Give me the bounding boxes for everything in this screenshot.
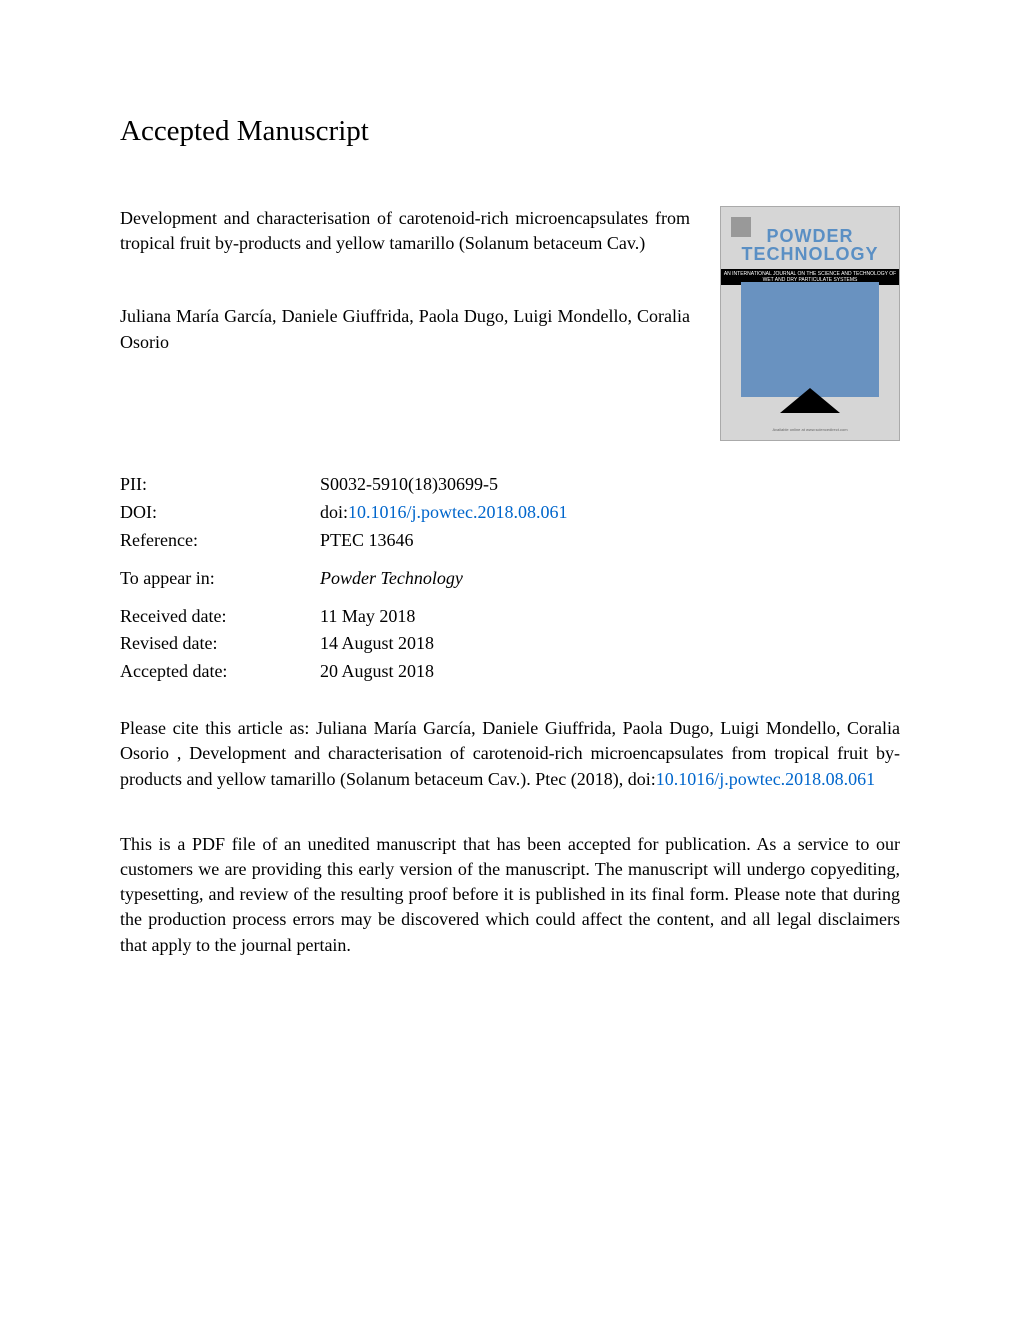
journal-cover-thumbnail: POWDER TECHNOLOGY AN INTERNATIONAL JOURN… [720, 206, 900, 441]
meta-label: Revised date: [120, 630, 320, 658]
meta-row-revised: Revised date: 14 August 2018 [120, 630, 900, 658]
page-heading: Accepted Manuscript [120, 115, 900, 148]
journal-cover-triangle-icon [780, 388, 840, 413]
metadata-table: PII: S0032-5910(18)30699-5 DOI: doi:10.1… [120, 471, 900, 686]
meta-row-received: Received date: 11 May 2018 [120, 603, 900, 631]
journal-cover-image [741, 282, 879, 397]
meta-row-pii: PII: S0032-5910(18)30699-5 [120, 471, 900, 499]
meta-label: Reference: [120, 527, 320, 555]
meta-value: 11 May 2018 [320, 603, 900, 631]
meta-value: S0032-5910(18)30699-5 [320, 471, 900, 499]
top-section: Development and characterisation of caro… [120, 206, 900, 441]
meta-label: Received date: [120, 603, 320, 631]
citation-text: Please cite this article as: Juliana Mar… [120, 716, 900, 792]
meta-value: Powder Technology [320, 565, 900, 593]
meta-value: doi:10.1016/j.powtec.2018.08.061 [320, 499, 900, 527]
article-title: Development and characterisation of caro… [120, 206, 690, 256]
meta-row-accepted: Accepted date: 20 August 2018 [120, 658, 900, 686]
meta-label: To appear in: [120, 565, 320, 593]
meta-value: 14 August 2018 [320, 630, 900, 658]
authors-list: Juliana María García, Daniele Giuffrida,… [120, 304, 690, 354]
journal-cover-title: POWDER TECHNOLOGY [721, 227, 899, 263]
meta-label: DOI: [120, 499, 320, 527]
cover-column: POWDER TECHNOLOGY AN INTERNATIONAL JOURN… [720, 206, 900, 441]
disclaimer-text: This is a PDF file of an unedited manusc… [120, 832, 900, 958]
meta-label: Accepted date: [120, 658, 320, 686]
meta-row-reference: Reference: PTEC 13646 [120, 527, 900, 555]
meta-value: 20 August 2018 [320, 658, 900, 686]
citation-doi-link[interactable]: 10.1016/j.powtec.2018.08.061 [656, 769, 875, 789]
meta-row-appear: To appear in: Powder Technology [120, 565, 900, 593]
meta-label: PII: [120, 471, 320, 499]
text-column: Development and characterisation of caro… [120, 206, 690, 441]
journal-cover-footer: Available online at www.sciencedirect.co… [721, 427, 899, 432]
doi-link[interactable]: 10.1016/j.powtec.2018.08.061 [348, 502, 567, 522]
meta-row-doi: DOI: doi:10.1016/j.powtec.2018.08.061 [120, 499, 900, 527]
meta-value: PTEC 13646 [320, 527, 900, 555]
